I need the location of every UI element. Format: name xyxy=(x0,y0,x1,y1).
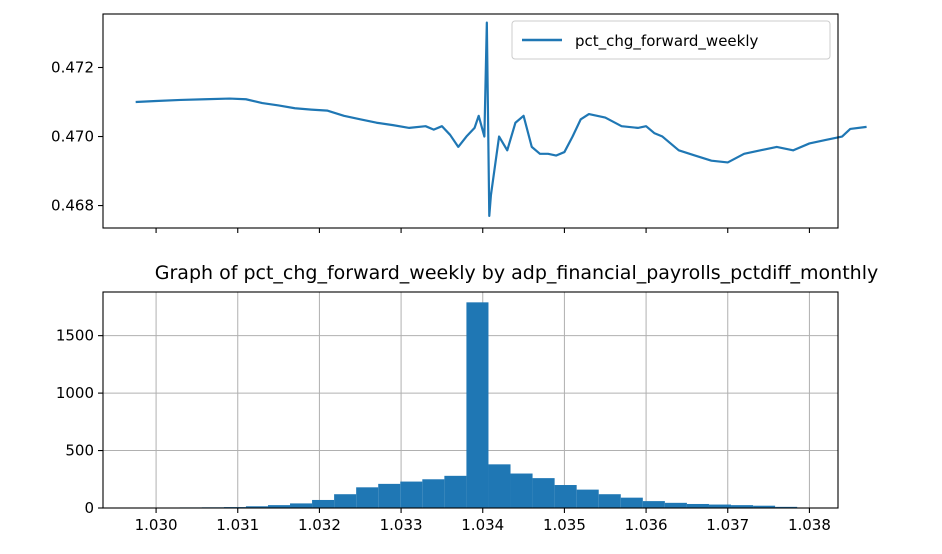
histogram-x-axis: 1.030 1.031 1.032 1.033 1.034 1.035 1.036 1.037… xyxy=(135,508,831,534)
line-chart-panel: 0.468 0.470 0.472 pct_chg_forward_weekly xyxy=(51,13,867,233)
histogram-x-tick-label: 1.034 xyxy=(461,516,504,534)
histogram-x-tick-label: 1.030 xyxy=(135,516,178,534)
histogram-bar xyxy=(400,481,423,508)
line-chart-plot-area xyxy=(135,21,867,218)
line-chart-y-tick-label: 0.468 xyxy=(51,197,94,215)
histogram-bar xyxy=(664,502,687,508)
histogram-bar xyxy=(290,503,313,508)
histogram-bar xyxy=(378,483,401,508)
histogram-x-tick-label: 1.032 xyxy=(298,516,341,534)
line-chart-y-tick-label: 0.472 xyxy=(51,59,94,77)
histogram-bar xyxy=(775,506,798,508)
histogram-bar xyxy=(356,487,379,508)
line-chart-y-tick-label: 0.470 xyxy=(51,128,94,146)
histogram-y-tick-label: 0 xyxy=(84,499,94,517)
histogram-y-tick-label: 500 xyxy=(65,442,94,460)
line-chart-y-axis: 0.468 0.470 0.472 xyxy=(51,59,103,215)
histogram-x-tick-label: 1.038 xyxy=(788,516,831,534)
legend: pct_chg_forward_weekly xyxy=(511,20,831,60)
histogram-bar xyxy=(642,501,665,508)
histogram-bar xyxy=(731,505,754,508)
histogram-x-tick-label: 1.035 xyxy=(543,516,586,534)
legend-label-pct-chg-forward-weekly: pct_chg_forward_weekly xyxy=(575,32,759,51)
histogram-title: Graph of pct_chg_forward_weekly by adp_f… xyxy=(155,262,878,284)
histogram-bar xyxy=(686,503,709,508)
histogram-bar xyxy=(620,497,643,508)
histogram-panel: Graph of pct_chg_forward_weekly by adp_f… xyxy=(56,262,878,534)
histogram-bar xyxy=(466,302,489,508)
histogram-x-tick-label: 1.037 xyxy=(706,516,749,534)
histogram-bar xyxy=(444,475,467,508)
line-series-pct-chg-forward-weekly xyxy=(135,21,867,218)
histogram-bar xyxy=(753,505,776,508)
histogram-frame xyxy=(102,291,839,509)
histogram-bars xyxy=(135,302,798,508)
histogram-x-tick-label: 1.031 xyxy=(216,516,259,534)
histogram-bar xyxy=(510,473,533,508)
histogram-bar xyxy=(598,494,621,508)
histogram-bar xyxy=(532,478,555,508)
line-chart-frame xyxy=(102,13,839,229)
histogram-bar xyxy=(267,505,291,508)
histogram-bar xyxy=(245,506,268,508)
histogram-y-tick-label: 1500 xyxy=(56,327,94,345)
histogram-bar xyxy=(708,504,732,508)
histogram-bar xyxy=(554,485,577,508)
histogram-bar xyxy=(422,479,445,508)
histogram-x-tick-label: 1.033 xyxy=(380,516,423,534)
histogram-y-tick-label: 1000 xyxy=(56,384,94,402)
histogram-bar xyxy=(576,489,599,508)
histogram-bar xyxy=(312,499,335,508)
line-chart-x-axis xyxy=(155,228,810,233)
histogram-bar xyxy=(334,494,357,508)
legend-box xyxy=(511,20,831,60)
histogram-x-tick-label: 1.036 xyxy=(625,516,668,534)
histogram-y-axis: 0 500 1000 1500 xyxy=(56,327,103,517)
histogram-bar xyxy=(488,464,511,508)
